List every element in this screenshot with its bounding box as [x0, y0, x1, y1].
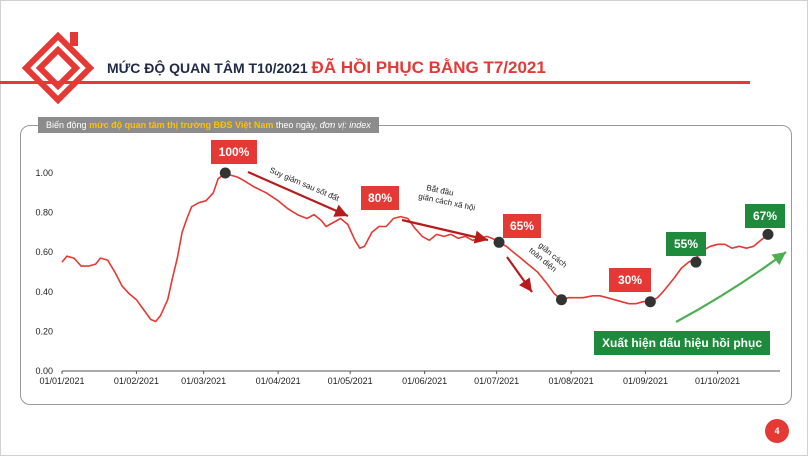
data-marker [493, 236, 505, 248]
x-tick-label: 01/03/2021 [181, 376, 226, 386]
annotation-box [745, 204, 785, 228]
subtitle-unit: đơn vị: index [319, 120, 371, 130]
chart-frame [20, 125, 792, 405]
y-tick-label: 0.00 [35, 366, 53, 376]
arrow-layer [247, 170, 787, 323]
y-tick-label: 0.60 [35, 247, 53, 257]
chart-axes: 0.00 0.20 0.40 0.60 0.80 1.00 01/01/2021 01/02/… [35, 168, 780, 386]
y-tick-label: 0.20 [35, 326, 53, 336]
chart-subtitle: Biến động mức độ quan tâm thị trường BĐS… [38, 117, 379, 133]
recovery-arrow [675, 251, 787, 323]
decline-arrow-2 [401, 218, 489, 244]
data-marker [762, 228, 774, 240]
annotation-label: 55% [674, 237, 698, 251]
subtitle-middle: theo ngày, [275, 120, 318, 130]
recovery-label: Xuất hiện dấu hiệu hồi phục [594, 331, 771, 355]
data-marker [219, 167, 231, 179]
annotation-label: 80% [368, 191, 392, 205]
x-tick-label: 01/08/2021 [549, 376, 594, 386]
annotation-layer: 100% 80% 65% 30% 55% 67% [211, 140, 785, 292]
x-tick-label: 01/09/2021 [623, 376, 668, 386]
series-line [61, 172, 769, 323]
x-tick-label: 01/04/2021 [256, 376, 301, 386]
x-tick-label: 01/06/2021 [402, 376, 447, 386]
annotation-badge: 55% [666, 232, 706, 256]
annotation-badge: 65% [503, 214, 541, 238]
annotation-box [361, 186, 399, 210]
data-marker [644, 296, 656, 308]
arrow-note-2: Bắt đầu giãn cách xã hội [418, 182, 479, 213]
subtitle-prefix: Biến động [46, 120, 87, 130]
annotation-badge: 100% [211, 140, 257, 164]
marker-layer [219, 167, 774, 308]
annotation-box [503, 214, 541, 238]
x-tick-label: 01/01/2021 [39, 376, 84, 386]
decline-arrow-1 [247, 170, 349, 218]
data-marker [555, 294, 567, 306]
decline-arrow-3 [506, 256, 533, 293]
annotation-label: 100% [219, 145, 250, 159]
y-tick-label: 0.80 [35, 208, 53, 218]
annotation-badge: 30% [609, 268, 651, 292]
x-tick-label: 01/05/2021 [328, 376, 373, 386]
annotation-label: 65% [510, 219, 534, 233]
annotation-box [211, 140, 257, 164]
title-highlight: ĐÃ HỒI PHỤC BẰNG T7/2021 [311, 58, 546, 77]
page-number: 4 [765, 419, 789, 443]
title-prefix: MỨC ĐỘ QUAN TÂM T10/2021 [107, 60, 308, 76]
annotation-box [666, 232, 706, 256]
data-marker [690, 256, 702, 268]
x-tick-label: 01/02/2021 [114, 376, 159, 386]
annotation-badge: 67% [745, 204, 785, 228]
annotation-label: 67% [753, 209, 777, 223]
company-logo [21, 31, 95, 105]
annotation-badge: 80% [361, 186, 399, 210]
y-tick-label: 1.00 [35, 168, 53, 178]
subtitle-highlight: mức độ quan tâm thị trường BĐS Việt Nam [89, 120, 274, 130]
y-tick-label: 0.40 [35, 287, 53, 297]
x-tick-label: 01/10/2021 [695, 376, 740, 386]
x-tick-label: 01/07/2021 [474, 376, 519, 386]
arrow-note-3: giãn cách toàn diện [527, 238, 570, 279]
annotation-label: 30% [618, 273, 642, 287]
page-title: MỨC ĐỘ QUAN TÂM T10/2021 ĐÃ HỒI PHỤC BẰN… [107, 58, 546, 78]
annotation-box [609, 268, 651, 292]
title-underline [0, 81, 750, 84]
